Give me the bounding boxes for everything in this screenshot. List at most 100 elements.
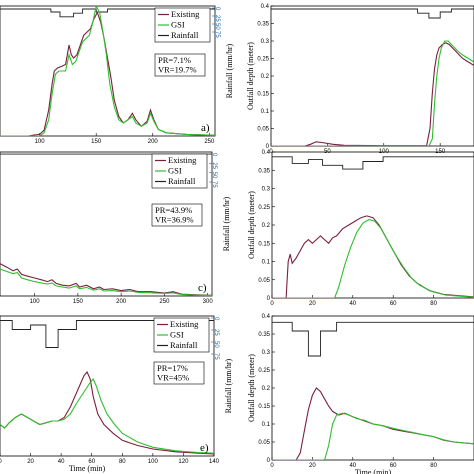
stats-box	[154, 53, 206, 77]
panel-e: 0 20 40 60 80 100 120 140 0 25 50 75 Rainfall (mm/hr…	[0, 315, 233, 473]
x-tick-label: 40	[58, 459, 65, 465]
x-tick-label: 150	[73, 299, 84, 305]
gsi-line	[272, 412, 474, 460]
x-tick-label: 20	[309, 463, 316, 469]
plot-frame	[0, 315, 215, 457]
rainfall-line	[272, 321, 474, 357]
x-tick-label: 200	[148, 139, 159, 145]
legend-label: Existing	[170, 319, 199, 329]
y-tick-label: 0	[266, 144, 270, 150]
y-tick-label: 0	[267, 296, 271, 302]
y-tick-label: 0.25	[258, 205, 270, 211]
gsi-line	[0, 268, 212, 296]
x-tick-label: 0	[0, 459, 2, 465]
legend-label: Rainfall	[170, 340, 198, 350]
plot-frame	[270, 5, 474, 147]
rainfall-line	[0, 8, 215, 18]
x-tick-label: 120	[178, 459, 189, 465]
y-tick-label: 0.2	[262, 386, 271, 392]
y-tick-label: 0.15	[257, 92, 269, 98]
y-axis-label: Outfall depth (meter)	[246, 42, 255, 110]
y-tick-label: 0.15	[258, 404, 270, 410]
legend-box	[153, 317, 210, 353]
rain-tick-label: 0	[214, 7, 220, 11]
legend-label: Existing	[168, 155, 197, 165]
panel-letter: c)	[198, 282, 207, 294]
y-tick-label: 0	[267, 458, 271, 464]
y-tick-label: 0.15	[258, 241, 270, 247]
x-tick-label: 40	[349, 463, 356, 469]
panel-d: 0 20 40 60 80 0 0.05 0.1 0.15 0.2 0.25 0.3 0.35 0.4 Ou…	[247, 150, 474, 307]
rain-tick-label: 25	[211, 162, 217, 169]
x-tick-label: 250	[159, 299, 170, 305]
x-tick-label: 60	[390, 463, 397, 469]
rainfall-line	[271, 8, 474, 19]
y-tick-label: 0.2	[261, 74, 270, 80]
rain-axis-label: Rainfall (mm/hr)	[224, 358, 233, 413]
plot-frame	[271, 315, 474, 461]
x-tick-label: 200	[116, 299, 127, 305]
legend-label: GSI	[171, 20, 185, 30]
panel-letter: e)	[200, 442, 209, 454]
x-axis-label: Time (min)	[69, 464, 106, 473]
x-tick-label: 300	[203, 299, 214, 305]
x-tick-label: 0	[270, 463, 274, 469]
y-axis-label: Outfall depth (meter)	[247, 354, 256, 422]
existing-line	[272, 215, 474, 298]
existing-line	[0, 263, 212, 296]
y-tick-label: 0.35	[258, 332, 270, 338]
stats-line: VR=19.7%	[158, 65, 197, 75]
plot-frame	[0, 151, 213, 297]
y-tick-label: 0.1	[261, 109, 270, 115]
y-tick-label: 0.35	[257, 22, 269, 28]
rain-axis-label: Rainfall (mm/hr)	[225, 43, 234, 98]
stats-box	[151, 203, 203, 227]
x-tick-label: 60	[88, 459, 95, 465]
x-tick-label: 20	[27, 459, 34, 465]
y-tick-label: 0.2	[262, 223, 271, 229]
plot-frame	[271, 151, 474, 299]
x-tick-label: 80	[430, 463, 437, 469]
rain-tick-label: 75	[211, 181, 217, 188]
plot-frame	[0, 5, 216, 137]
existing-line	[271, 42, 474, 146]
stats-line: PR=7.1%	[158, 55, 191, 65]
y-tick-label: 0.05	[258, 440, 270, 446]
x-axis-label: Time (min)	[355, 468, 392, 474]
panel-b: 0 50 100 15000.050.10.150.20.250.30.350.4Ou…	[246, 4, 474, 155]
x-tick-label: 140	[209, 459, 220, 465]
y-tick-label: 0.05	[258, 278, 270, 284]
y-tick-label: 0.1	[262, 260, 271, 266]
rain-axis-label: Rainfall (mm/hr)	[222, 196, 231, 251]
rain-tick-label: 0	[211, 153, 217, 157]
rainfall-line	[0, 320, 214, 348]
y-tick-label: 0.4	[262, 314, 271, 320]
y-tick-label: 0.3	[262, 350, 271, 356]
y-tick-label: 0.25	[258, 368, 270, 374]
gsi-line	[272, 218, 474, 298]
panel-f: 0 20 40 60 80 0 0.05 0.1 0.15 0.2 0.25 0.3 0.35 0.4 Ou…	[247, 314, 474, 474]
panel-letter: a)	[201, 122, 210, 134]
y-tick-label: 0.4	[262, 150, 271, 156]
y-tick-label: 0.3	[262, 187, 271, 193]
rain-tick-label: 25	[213, 329, 219, 336]
rain-tick-label: 50	[213, 341, 219, 348]
x-tick-label: 150	[91, 139, 102, 145]
gsi-line	[0, 6, 215, 136]
gsi-line	[0, 377, 214, 454]
legend-label: Rainfall	[171, 30, 199, 40]
stats-box	[153, 361, 205, 385]
rain-tick-label: 75	[214, 31, 220, 38]
x-tick-label: 250	[204, 139, 215, 145]
legend-label: Rainfall	[168, 176, 196, 186]
y-tick-label: 0.35	[258, 168, 270, 174]
panel-c: 100 150 200 250 300 0 25 50 75 Rainfall (mm/hr) c)…	[0, 151, 231, 305]
x-tick-label: 80	[430, 301, 437, 307]
stats-line: PR=43.9%	[155, 205, 192, 215]
rain-tick-label: 50	[211, 172, 217, 179]
legend-label: GSI	[168, 166, 182, 176]
legend-label: Existing	[171, 9, 200, 19]
y-tick-label: 0.05	[257, 127, 269, 133]
legend-label: GSI	[170, 330, 184, 340]
